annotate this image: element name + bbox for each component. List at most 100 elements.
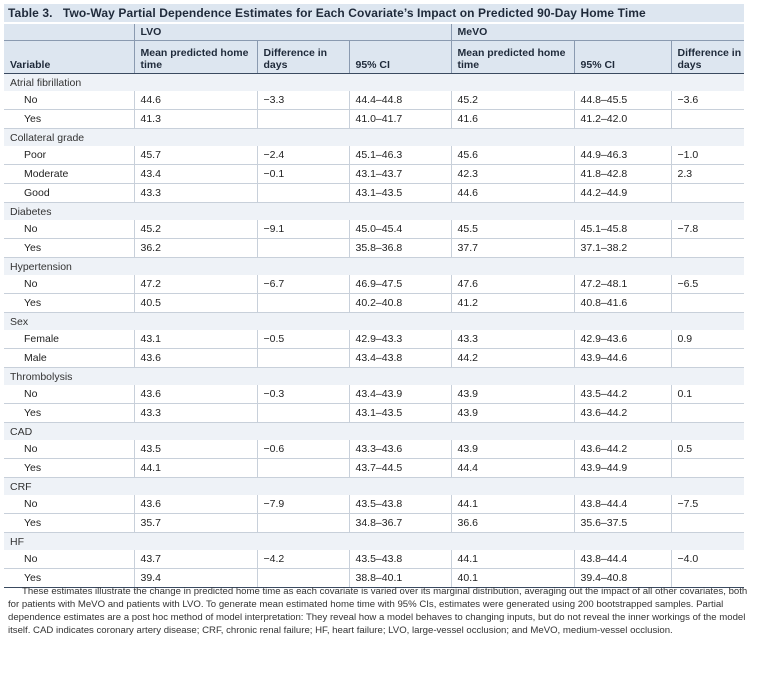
- group-label: Hypertension: [4, 257, 745, 275]
- lvo-mean-cell: 43.5: [133, 440, 257, 459]
- group-row: Diabetes: [4, 202, 745, 220]
- table-container: LVO MeVO Variable Mean predicted home ti…: [4, 24, 745, 588]
- row-variable-label: Yes: [4, 293, 134, 313]
- lvo-diff-cell: [256, 458, 349, 478]
- row-variable-label: No: [4, 495, 134, 514]
- mevo-diff-cell: [670, 183, 745, 203]
- lvo-mean-cell: 45.7: [133, 146, 257, 165]
- table-body: Atrial fibrillation No 44.6 −3.3 44.4–44.8 45…: [4, 73, 745, 588]
- mevo-diff-cell: [670, 568, 745, 588]
- data-table: LVO MeVO Variable Mean predicted home ti…: [4, 24, 745, 588]
- mevo-diff-cell: −1.0: [670, 146, 745, 165]
- row-variable-label: No: [4, 91, 134, 110]
- mevo-mean-cell: 43.9: [450, 440, 575, 459]
- mevo-ci-cell: 43.6–44.2: [573, 403, 672, 423]
- mevo-diff-cell: [670, 513, 745, 533]
- lvo-diff-cell: [256, 183, 349, 203]
- mevo-diff-cell: −4.0: [670, 550, 745, 569]
- table-label: Table 3.: [8, 6, 53, 20]
- mevo-diff-cell: −3.6: [670, 91, 745, 110]
- group-label: Diabetes: [4, 202, 745, 220]
- lvo-mean-cell: 43.6: [133, 495, 257, 514]
- lvo-diff-cell: −0.6: [256, 440, 349, 459]
- footnote: These estimates illustrate the change in…: [8, 586, 748, 636]
- mevo-mean-cell: 44.1: [450, 495, 575, 514]
- row-variable-label: Yes: [4, 568, 134, 588]
- col-mevo-mean: Mean predicted home time: [450, 40, 575, 74]
- table-row: No 47.2 −6.7 46.9–47.5 47.6 47.2–48.1 −6.5: [4, 275, 745, 294]
- group-label: Atrial fibrillation: [4, 73, 745, 91]
- lvo-mean-cell: 40.5: [133, 293, 257, 313]
- mevo-mean-cell: 43.9: [450, 403, 575, 423]
- lvo-mean-cell: 43.1: [133, 330, 257, 349]
- mevo-diff-cell: [670, 458, 745, 478]
- mevo-ci-cell: 43.6–44.2: [573, 440, 672, 459]
- mevo-diff-cell: −7.5: [670, 495, 745, 514]
- lvo-diff-cell: −3.3: [256, 91, 349, 110]
- table-row: Moderate 43.4 −0.1 43.1–43.7 42.3 41.8–42.8 2.…: [4, 164, 745, 184]
- mevo-diff-cell: [670, 293, 745, 313]
- group-label: Thrombolysis: [4, 367, 745, 385]
- lvo-ci-cell: 43.5–43.8: [348, 550, 452, 569]
- group-header-row: LVO MeVO: [4, 24, 745, 41]
- lvo-mean-cell: 43.3: [133, 403, 257, 423]
- mevo-mean-cell: 44.1: [450, 550, 575, 569]
- lvo-ci-cell: 44.4–44.8: [348, 91, 452, 110]
- group-row: Thrombolysis: [4, 367, 745, 385]
- lvo-mean-cell: 43.4: [133, 164, 257, 184]
- lvo-ci-cell: 42.9–43.3: [348, 330, 452, 349]
- table-row: Poor 45.7 −2.4 45.1–46.3 45.6 44.9–46.3 −1.0: [4, 146, 745, 165]
- group-row: Hypertension: [4, 257, 745, 275]
- mevo-mean-cell: 45.5: [450, 220, 575, 239]
- group-row: Sex: [4, 312, 745, 330]
- lvo-ci-cell: 43.7–44.5: [348, 458, 452, 478]
- lvo-ci-cell: 43.1–43.5: [348, 183, 452, 203]
- row-variable-label: Moderate: [4, 164, 134, 184]
- mevo-ci-cell: 44.2–44.9: [573, 183, 672, 203]
- lvo-ci-cell: 38.8–40.1: [348, 568, 452, 588]
- lvo-ci-cell: 40.2–40.8: [348, 293, 452, 313]
- row-variable-label: No: [4, 550, 134, 569]
- lvo-ci-cell: 43.3–43.6: [348, 440, 452, 459]
- mevo-ci-cell: 39.4–40.8: [573, 568, 672, 588]
- lvo-ci-cell: 35.8–36.8: [348, 238, 452, 258]
- row-variable-label: Yes: [4, 458, 134, 478]
- lvo-mean-cell: 44.6: [133, 91, 257, 110]
- lvo-mean-cell: 43.7: [133, 550, 257, 569]
- mevo-mean-cell: 42.3: [450, 164, 575, 184]
- col-mevo-ci: 95% CI: [573, 40, 672, 74]
- mevo-mean-cell: 37.7: [450, 238, 575, 258]
- lvo-ci-cell: 43.4–43.9: [348, 385, 452, 404]
- row-variable-label: No: [4, 440, 134, 459]
- mevo-mean-cell: 43.3: [450, 330, 575, 349]
- lvo-ci-cell: 45.1–46.3: [348, 146, 452, 165]
- lvo-diff-cell: [256, 403, 349, 423]
- row-variable-label: Yes: [4, 403, 134, 423]
- row-variable-label: Female: [4, 330, 134, 349]
- lvo-diff-cell: −0.5: [256, 330, 349, 349]
- group-label: HF: [4, 532, 745, 550]
- row-variable-label: Yes: [4, 238, 134, 258]
- lvo-ci-cell: 41.0–41.7: [348, 109, 452, 129]
- group-row: CRF: [4, 477, 745, 495]
- mevo-mean-cell: 45.2: [450, 91, 575, 110]
- lvo-group-header: LVO: [133, 24, 452, 41]
- mevo-diff-cell: 0.1: [670, 385, 745, 404]
- group-label: Sex: [4, 312, 745, 330]
- table-row: Good 43.3 43.1–43.5 44.6 44.2–44.9: [4, 183, 745, 203]
- lvo-mean-cell: 43.6: [133, 348, 257, 368]
- lvo-diff-cell: [256, 348, 349, 368]
- mevo-diff-cell: [670, 109, 745, 129]
- lvo-mean-cell: 45.2: [133, 220, 257, 239]
- table-row: Yes 41.3 41.0–41.7 41.6 41.2–42.0: [4, 109, 745, 129]
- lvo-diff-cell: −2.4: [256, 146, 349, 165]
- table-row: No 43.6 −7.9 43.5–43.8 44.1 43.8–44.4 −7.5: [4, 495, 745, 514]
- lvo-ci-cell: 43.4–43.8: [348, 348, 452, 368]
- mevo-ci-cell: 44.8–45.5: [573, 91, 672, 110]
- mevo-ci-cell: 43.9–44.9: [573, 458, 672, 478]
- mevo-mean-cell: 45.6: [450, 146, 575, 165]
- lvo-diff-cell: [256, 568, 349, 588]
- header-blank: [4, 24, 134, 41]
- group-label: CAD: [4, 422, 745, 440]
- table-row: Yes 35.7 34.8–36.7 36.6 35.6–37.5: [4, 513, 745, 533]
